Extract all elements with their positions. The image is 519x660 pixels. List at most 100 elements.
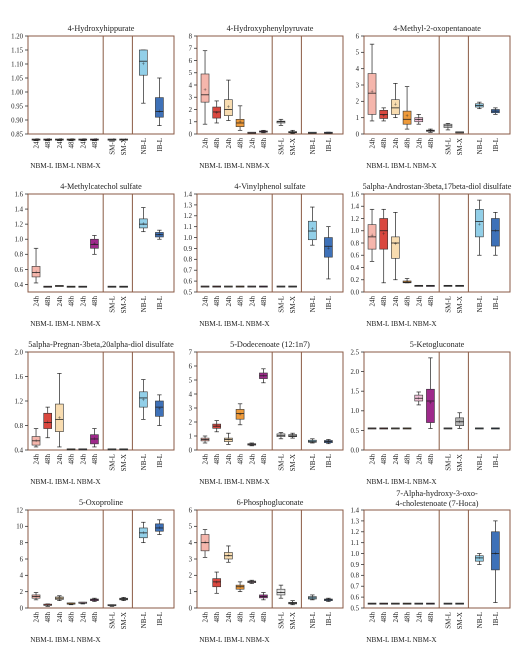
box-ib-l-10 — [491, 427, 500, 430]
x-tick-label: 48h — [213, 454, 221, 465]
mean-marker: + — [311, 596, 315, 602]
y-tick-label: 4 — [189, 82, 193, 89]
box-48h-4 — [235, 285, 245, 288]
y-tick-label: 1.6 — [15, 191, 24, 198]
box-nb-l-9: + — [139, 207, 148, 233]
y-tick-label: 0.6 — [15, 267, 24, 274]
box-48h-2 — [379, 427, 389, 430]
x-tick-label: SM-L — [444, 138, 452, 155]
y-tick-label: 0.8 — [184, 257, 193, 264]
box-ib-l-10 — [324, 131, 333, 134]
x-tick-label: IB-L — [156, 138, 164, 152]
x-tick-label: 48h — [427, 296, 435, 307]
box-iqr — [426, 388, 435, 423]
y-tick-label: 1.4 — [15, 206, 24, 213]
box-iqr — [139, 49, 148, 76]
y-tick-label: 1.4 — [351, 507, 360, 514]
x-tick-label: 24h — [369, 296, 377, 307]
x-tick-label: IB-L — [156, 454, 164, 468]
chart-title: 4-Methyl-2-oxopentanoate — [393, 24, 481, 33]
y-tick-label: 0.5 — [351, 605, 360, 612]
box-iqr — [212, 578, 222, 588]
plot-frame — [363, 509, 511, 609]
mean-marker: + — [58, 596, 62, 602]
x-tick-label: 48h — [380, 454, 388, 465]
mean-marker: + — [215, 424, 219, 430]
box-24h-3 — [55, 285, 64, 287]
x-tick-label: 48h — [380, 612, 388, 623]
x-tick-label: IB-L — [156, 612, 164, 626]
mean-marker: + — [93, 437, 97, 443]
chart-panel-4: 4-Methylcatechol sulfate 0.4 0.6 0.8 1.0 1.2 1… — [15, 182, 175, 328]
y-tick-label: 1.0 — [184, 235, 193, 242]
box-24h-5 — [247, 131, 257, 134]
x-tick-label: 48h — [237, 138, 245, 149]
x-tick-label: 48h — [44, 612, 52, 623]
x-tick-label: SM-X — [456, 296, 464, 314]
x-tick-label: 24h — [415, 454, 423, 465]
y-tick-label: 2 — [20, 589, 24, 596]
y-tick-label: 1.0 — [351, 551, 360, 558]
mean-marker: + — [494, 229, 498, 235]
mean-marker: + — [394, 242, 398, 248]
mean-marker: + — [327, 440, 331, 446]
y-tick-label: 1 — [189, 589, 192, 596]
box-iqr — [475, 209, 484, 238]
x-tick-label: 24h — [202, 296, 210, 307]
box-48h-2: + — [212, 420, 222, 433]
x-tick-label: 24h — [33, 612, 41, 623]
box-sm-l-7: + — [276, 584, 286, 599]
y-tick-label: 2 — [189, 573, 193, 580]
mean-marker: + — [227, 105, 231, 111]
box-24h-3 — [391, 602, 400, 605]
x-tick-label: IB-L — [492, 296, 500, 310]
x-tick-label: 24h — [415, 612, 423, 623]
x-tick-label: 48h — [260, 454, 268, 465]
box-48h-6 — [259, 129, 268, 134]
x-tick-label: 48h — [68, 138, 76, 149]
mean-marker: + — [279, 590, 283, 596]
y-tick-label: 1.4 — [351, 204, 360, 211]
chart-panel-1: 4-Hydroxyhippurate 0.85 0.90 0.95 1.00 1.05 1.… — [11, 24, 175, 170]
mean-marker: + — [311, 439, 315, 445]
x-tick-label: 48h — [68, 296, 76, 307]
box-ib-l-10: + — [155, 394, 164, 426]
box-sm-l-7 — [443, 284, 453, 287]
group-label: IBM-L — [224, 162, 244, 170]
plot-frame — [27, 193, 175, 293]
group-label: IBM-L — [391, 636, 411, 644]
mean-marker: + — [215, 581, 219, 587]
y-tick-label: 0.2 — [351, 277, 360, 284]
plot-frame — [27, 351, 175, 451]
box-iqr — [491, 531, 500, 571]
box-iqr — [379, 218, 389, 250]
box-48h-2 — [43, 603, 53, 607]
group-label: NBM-L — [30, 320, 53, 328]
mean-marker: + — [142, 531, 146, 537]
box-sm-x-8 — [119, 285, 128, 288]
group-label: NBM-X — [413, 162, 438, 170]
x-tick-label: 48h — [427, 454, 435, 465]
box-sm-l-7 — [107, 285, 117, 288]
chart-title: 4-Methylcatechol sulfate — [60, 182, 142, 191]
box-24h-1: + — [200, 529, 210, 558]
mean-marker: + — [446, 124, 450, 130]
box-24h-3 — [391, 427, 400, 430]
group-label: NBM-X — [246, 636, 271, 644]
x-tick-label: SM-L — [444, 612, 452, 629]
box-sm-l-7 — [276, 285, 286, 288]
y-tick-label: 4 — [189, 540, 193, 547]
box-48h-6: + — [90, 428, 99, 448]
y-tick-label: 8 — [189, 33, 193, 40]
y-tick-label: 0.5 — [351, 428, 360, 435]
x-tick-label: 24h — [248, 296, 256, 307]
box-24h-5: + — [414, 391, 424, 406]
box-24h-3: + — [391, 83, 400, 119]
box-48h-4: + — [402, 86, 412, 130]
y-tick-label: 6 — [356, 33, 360, 40]
y-tick-label: 1.20 — [11, 33, 23, 40]
box-ib-l-10: + — [491, 520, 500, 603]
box-48h-4 — [66, 448, 76, 451]
chart-title: 4-cholestenoate (7-Hoca) — [396, 499, 479, 508]
y-tick-label: 0.9 — [184, 246, 193, 253]
